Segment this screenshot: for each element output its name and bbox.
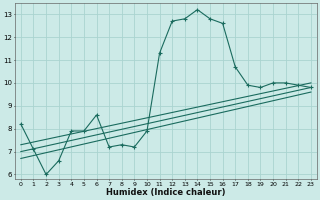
X-axis label: Humidex (Indice chaleur): Humidex (Indice chaleur) xyxy=(106,188,226,197)
